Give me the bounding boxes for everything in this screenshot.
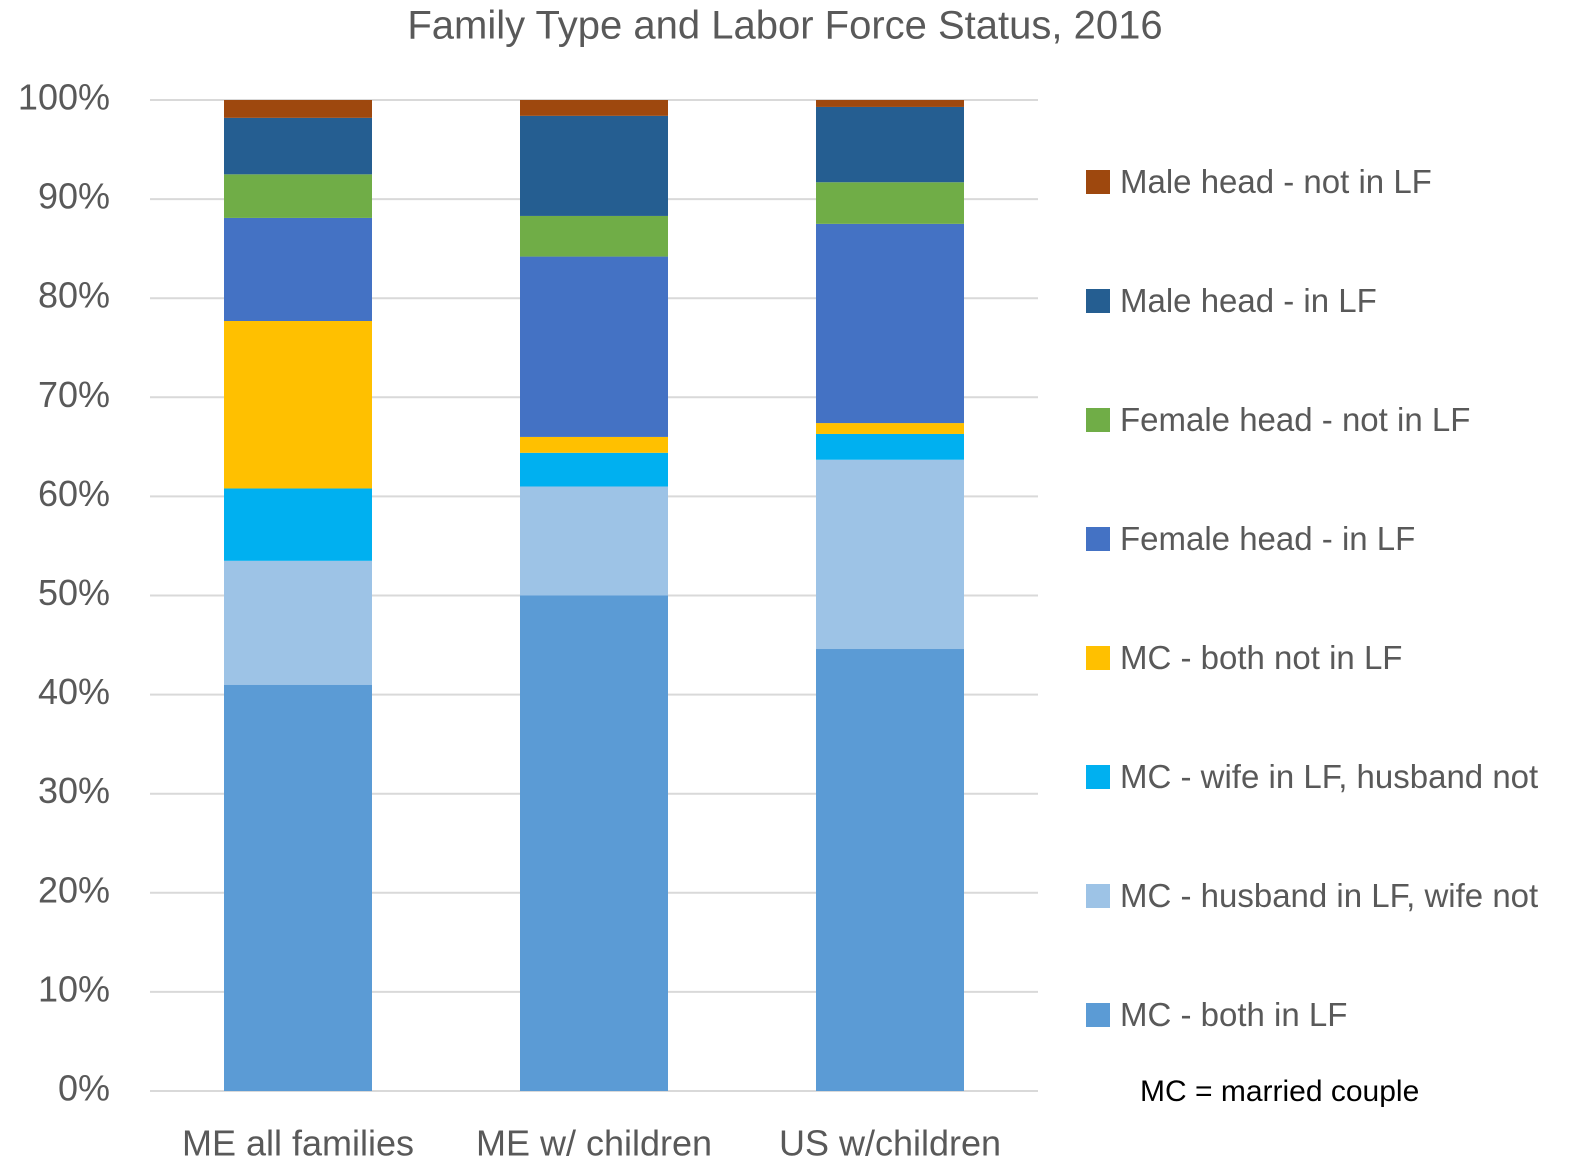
bar-segment [224, 488, 372, 561]
legend-item: MC - both in LF [1086, 989, 1556, 1041]
legend-label: Female head - not in LF [1120, 401, 1471, 438]
legend-swatch [1086, 884, 1110, 908]
bar-segment [520, 215, 668, 257]
bar-segment [816, 649, 964, 1091]
y-tick-label: 100% [18, 77, 110, 118]
legend-item: Female head - not in LF [1086, 394, 1556, 446]
bar-segment [224, 560, 372, 685]
legend-label: Female head - in LF [1120, 520, 1416, 557]
bar-segment [520, 452, 668, 487]
bar-segment [816, 423, 964, 434]
legend-item: Female head - in LF [1086, 513, 1556, 565]
bar-segment [224, 684, 372, 1091]
legend-swatch [1086, 646, 1110, 670]
legend-label: MC - both in LF [1120, 996, 1348, 1033]
bar-segment [816, 100, 964, 107]
legend-label: MC - both not in LF [1120, 639, 1403, 676]
bar-segment [520, 595, 668, 1091]
y-tick-label: 30% [38, 770, 110, 811]
y-tick-label: 60% [38, 473, 110, 514]
legend-label: MC - wife in LF, husband not [1120, 758, 1539, 795]
bar-segment [816, 459, 964, 650]
y-tick-label: 0% [58, 1068, 110, 1109]
y-tick-label: 20% [38, 869, 110, 910]
x-tick-label: US w/children [779, 1123, 1001, 1164]
bar-segment [520, 486, 668, 596]
x-tick-label: ME w/ children [476, 1123, 712, 1164]
bar-segment [816, 223, 964, 424]
legend-swatch [1086, 408, 1110, 432]
legend-swatch [1086, 289, 1110, 313]
bar-segment [224, 217, 372, 321]
y-tick-label: 80% [38, 275, 110, 316]
y-tick-label: 70% [38, 374, 110, 415]
legend-swatch [1086, 1003, 1110, 1027]
y-tick-label: 50% [38, 572, 110, 613]
y-tick-label: 40% [38, 671, 110, 712]
legend-swatch [1086, 527, 1110, 551]
legend-label: Male head - in LF [1120, 282, 1377, 319]
bar-segment [224, 174, 372, 218]
bar-segment [224, 100, 372, 118]
bar-segment [224, 320, 372, 489]
legend-item: Male head - in LF [1086, 275, 1556, 327]
legend-label: Male head - not in LF [1120, 163, 1432, 200]
bar-segment [520, 100, 668, 116]
y-tick-label: 10% [38, 968, 110, 1009]
legend-item: MC - both not in LF [1086, 632, 1556, 684]
bar-segment [520, 115, 668, 216]
annotation: MC = married couple [1140, 1075, 1420, 1108]
bar-segment [224, 117, 372, 175]
x-tick-label: ME all families [182, 1123, 414, 1164]
bar-segment [520, 256, 668, 437]
legend-swatch [1086, 170, 1110, 194]
bar-segment [816, 433, 964, 460]
legend-item: MC - husband in LF, wife not [1086, 870, 1556, 922]
legend-label: MC - husband in LF, wife not [1120, 877, 1539, 914]
bar-segment [816, 182, 964, 224]
legend-item: Male head - not in LF [1086, 156, 1556, 208]
bar-segment [520, 436, 668, 453]
legend-swatch [1086, 765, 1110, 789]
chart-title: Family Type and Labor Force Status, 2016 [407, 4, 1162, 48]
legend-item: MC - wife in LF, husband not [1086, 751, 1556, 803]
y-tick-label: 90% [38, 176, 110, 217]
bar-segment [816, 106, 964, 183]
